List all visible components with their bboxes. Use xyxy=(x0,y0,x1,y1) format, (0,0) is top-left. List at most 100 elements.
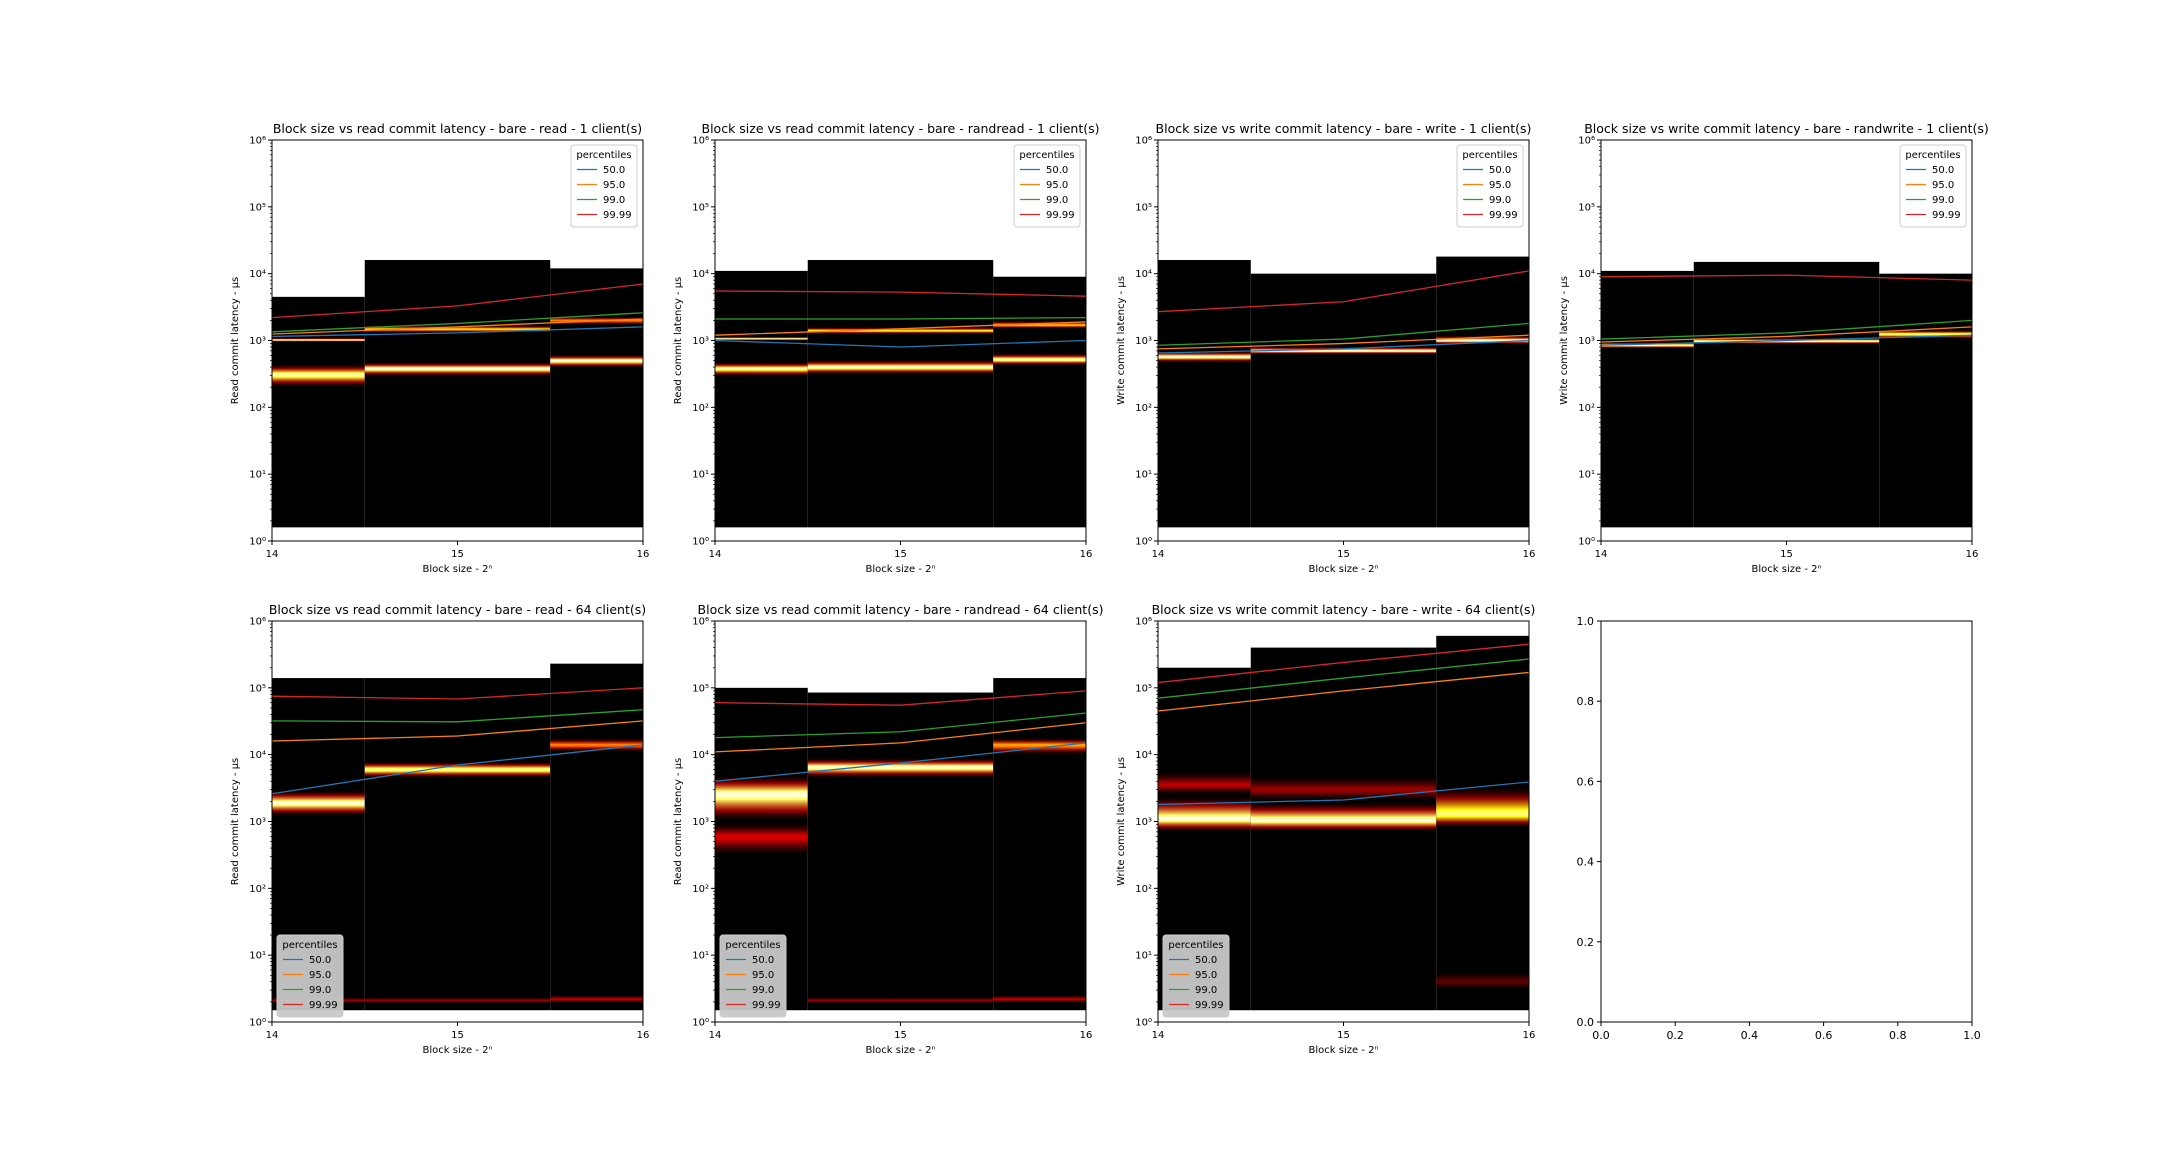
subplot-title: Block size vs read commit latency - bare… xyxy=(702,121,1100,136)
x-axis-label: Block size - 2ⁿ xyxy=(1752,564,1822,575)
y-tick-label: 10⁵ xyxy=(249,202,266,213)
percentile-line-99-99 xyxy=(714,690,1087,706)
heatmap-band xyxy=(550,737,643,752)
heatmap-band xyxy=(715,821,808,857)
percentile-line-50-0 xyxy=(271,744,644,795)
subplot-3: 10⁰ 10¹ 10² 10³ 10⁴ 10⁵ 10⁶ 14 15 16 Block size - … xyxy=(1116,121,1535,575)
x-axis-label: Block size - 2ⁿ xyxy=(866,1045,936,1056)
heatmap-band xyxy=(715,336,808,341)
percentile-line-95-0 xyxy=(714,722,1087,753)
y-tick-label: 10³ xyxy=(692,336,709,347)
x-tick-label: 15 xyxy=(1780,549,1793,560)
y-tick-label: 10¹ xyxy=(692,951,709,962)
legend-box xyxy=(1013,144,1081,228)
heatmap-band xyxy=(715,361,808,377)
heatmap-band xyxy=(1158,350,1251,363)
y-tick-label: 10⁰ xyxy=(692,1018,709,1029)
y-axis-label: Read commit latency - μs xyxy=(230,758,241,886)
legend-box xyxy=(570,144,638,228)
subplot-title: Block size vs read commit latency - bare… xyxy=(269,602,646,617)
legend: percentiles 50.0 95.0 99.0 99.99 xyxy=(1456,144,1524,228)
y-tick-label: 10⁴ xyxy=(1578,269,1595,280)
percentile-line-99-0 xyxy=(1157,658,1530,699)
heatmap-column-1 xyxy=(1158,260,1251,528)
heatmap-column-2 xyxy=(807,692,994,1011)
percentile-line-50-0 xyxy=(271,326,644,338)
legend-label: 99.0 xyxy=(1046,195,1068,206)
legend-title: percentiles xyxy=(1462,150,1517,161)
y-tick-label: 10⁶ xyxy=(692,617,709,628)
legend-label: 95.0 xyxy=(1046,180,1068,191)
legend-label: 99.0 xyxy=(603,195,625,206)
percentile-line-99-99 xyxy=(1157,270,1530,313)
y-tick-label: 10² xyxy=(1578,403,1595,414)
heatmap-column-3 xyxy=(993,276,1086,528)
heatmap-band xyxy=(364,325,551,333)
heatmap-column-3 xyxy=(1436,256,1529,528)
y-tick-label: 0.8 xyxy=(1577,695,1595,708)
legend: percentiles 50.0 95.0 99.0 99.99 xyxy=(1162,934,1230,1018)
x-axis-label: Block size - 2ⁿ xyxy=(1309,1045,1379,1056)
y-tick-label: 10³ xyxy=(1135,336,1152,347)
legend-label: 50.0 xyxy=(1489,165,1511,176)
percentile-line-99-99 xyxy=(714,290,1087,297)
subplot-6: 10⁰ 10¹ 10² 10³ 10⁴ 10⁵ 10⁶ 14 15 16 Block size - … xyxy=(673,602,1103,1056)
heatmap-column-1 xyxy=(1601,270,1694,528)
x-tick-label: 15 xyxy=(1337,549,1350,560)
legend-label: 50.0 xyxy=(1195,955,1217,966)
heatmap-band xyxy=(364,361,551,377)
y-tick-label: 10² xyxy=(692,884,709,895)
y-tick-label: 10⁶ xyxy=(1578,136,1595,147)
y-tick-label: 10⁴ xyxy=(249,750,266,761)
heatmap-band xyxy=(807,996,994,1004)
legend-label: 99.0 xyxy=(1489,195,1511,206)
x-tick-label: 16 xyxy=(1523,549,1536,560)
x-tick-label: 0.0 xyxy=(1592,1029,1610,1042)
y-tick-label: 10⁴ xyxy=(692,269,709,280)
legend-title: percentiles xyxy=(1019,150,1074,161)
x-tick-label: 15 xyxy=(451,549,464,560)
percentile-line-50-0 xyxy=(1157,339,1530,354)
legend: percentiles 50.0 95.0 99.0 99.99 xyxy=(276,934,344,1018)
y-tick-label: 10⁰ xyxy=(1578,537,1595,548)
percentile-line-99-99 xyxy=(1157,643,1530,684)
subplot-5: 10⁰ 10¹ 10² 10³ 10⁴ 10⁵ 10⁶ 14 15 16 Block size - … xyxy=(230,602,649,1056)
legend: percentiles 50.0 95.0 99.0 99.99 xyxy=(719,934,787,1018)
heatmap-band xyxy=(807,326,994,335)
legend-label: 99.0 xyxy=(1932,195,1954,206)
y-axis-label: Read commit latency - μs xyxy=(673,277,684,405)
subplot-title: Block size vs write commit latency - bar… xyxy=(1584,121,1989,136)
y-tick-label: 10⁵ xyxy=(692,202,709,213)
y-tick-label: 10⁴ xyxy=(249,269,266,280)
y-axis-label: Read commit latency - μs xyxy=(673,758,684,886)
subplot-title: Block size vs write commit latency - bar… xyxy=(1156,121,1532,136)
heatmap-column-3 xyxy=(1879,273,1972,528)
y-tick-label: 10¹ xyxy=(692,470,709,481)
heatmap-band xyxy=(272,337,365,342)
x-tick-label: 14 xyxy=(1152,1030,1165,1041)
y-tick-label: 10⁶ xyxy=(249,617,266,628)
heatmap-band xyxy=(993,320,1086,329)
y-tick-label: 10⁰ xyxy=(1135,1018,1152,1029)
heatmap-band xyxy=(993,994,1086,1004)
percentile-line-95-0 xyxy=(271,318,644,335)
percentile-line-95-0 xyxy=(714,321,1087,336)
percentile-line-50-0 xyxy=(714,339,1087,348)
y-tick-label: 10⁰ xyxy=(249,1018,266,1029)
legend-label: 99.0 xyxy=(309,985,331,996)
heatmap-column-3 xyxy=(993,678,1086,1011)
legend-label: 50.0 xyxy=(752,955,774,966)
y-tick-label: 10⁶ xyxy=(249,136,266,147)
legend-box xyxy=(276,934,344,1018)
legend-label: 99.99 xyxy=(1489,210,1518,221)
x-tick-label: 14 xyxy=(709,549,722,560)
percentile-line-99-0 xyxy=(1600,319,1973,340)
x-tick-label: 15 xyxy=(451,1030,464,1041)
x-tick-label: 16 xyxy=(1080,549,1093,560)
y-tick-label: 10² xyxy=(692,403,709,414)
y-tick-label: 10² xyxy=(249,403,266,414)
y-axis-label: Write commit latency - μs xyxy=(1559,276,1570,405)
percentile-line-95-0 xyxy=(1157,671,1530,712)
x-axis-label: Block size - 2ⁿ xyxy=(1309,564,1379,575)
percentile-line-95-0 xyxy=(1600,326,1973,343)
